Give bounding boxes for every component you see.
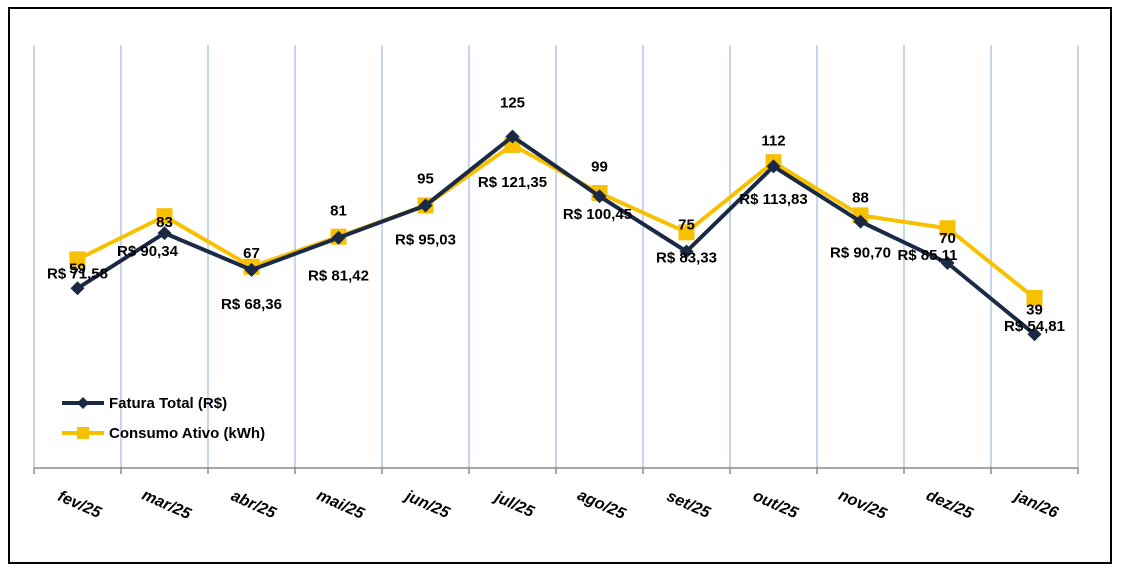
data-label-fatura: 81 xyxy=(330,203,347,220)
data-point-fatura xyxy=(679,244,694,259)
legend-marker-fatura xyxy=(77,397,89,409)
data-label-consumo: R$ 90,34 xyxy=(117,243,179,260)
data-point-fatura xyxy=(940,256,955,270)
data-point-consumo xyxy=(1026,289,1043,306)
data-label-consumo: R$ 85,11 xyxy=(897,247,957,264)
x-tick-label: abr/25 xyxy=(228,488,279,523)
legend: Fatura Total (R$) Consumo Ativo (kWh) xyxy=(62,395,265,442)
data-label-consumo: R$ 90,70 xyxy=(830,244,891,261)
x-tick-label: fev/25 xyxy=(55,488,104,522)
data-label-fatura: 75 xyxy=(678,217,695,234)
x-tick-label: ago/25 xyxy=(575,487,629,524)
data-point-fatura xyxy=(592,189,607,204)
x-tick-label: out/25 xyxy=(750,488,801,523)
series-line-fatura xyxy=(76,134,1036,336)
data-label-consumo: R$ 100,45 xyxy=(563,206,632,223)
x-tick-label: dez/25 xyxy=(924,487,977,523)
data-label-fatura: 70 xyxy=(939,230,956,247)
data-label-fatura: 95 xyxy=(417,171,434,188)
data-labels: R$ 71,58 R$ 90,34 R$ 68,36 R$ 81,42 R$ 95,03… xyxy=(47,95,1065,335)
legend-marker-consumo xyxy=(77,427,89,439)
data-point-fatura xyxy=(853,214,868,229)
data-point-fatura xyxy=(70,281,85,296)
x-tick-label: set/25 xyxy=(664,488,713,522)
data-point-fatura xyxy=(766,159,781,174)
data-point-fatura xyxy=(505,129,520,144)
data-point-fatura xyxy=(244,262,259,277)
data-label-consumo: R$ 95,03 xyxy=(395,231,456,248)
legend-label-consumo: Consumo Ativo (kWh) xyxy=(109,425,265,442)
data-label-fatura: 99 xyxy=(591,158,608,175)
gridlines xyxy=(33,45,1079,468)
data-label-consumo: R$ 71,58 xyxy=(47,265,108,282)
data-point-consumo xyxy=(69,251,86,268)
data-label-consumo: R$ 68,36 xyxy=(221,296,282,313)
x-tick-labels: fev/25 mar/25 abr/25 mai/25 jun/25 jul/25 ago/… xyxy=(55,487,1060,524)
data-label-fatura: 88 xyxy=(852,190,869,207)
data-label-fatura: 67 xyxy=(243,245,260,262)
data-point-fatura xyxy=(331,230,346,245)
x-tick-label: jul/25 xyxy=(490,488,537,521)
x-tick-label: mar/25 xyxy=(139,487,194,524)
x-tick-label: jun/25 xyxy=(401,487,453,523)
data-point-fatura xyxy=(1027,327,1042,342)
data-point-fatura xyxy=(157,226,172,241)
data-label-consumo: R$ 54,81 xyxy=(1004,318,1065,335)
data-label-fatura: 39 xyxy=(1026,301,1043,318)
data-label-fatura: 59 xyxy=(69,260,86,277)
chart-frame: R$ 71,58 R$ 90,34 R$ 68,36 R$ 81,42 R$ 95,03… xyxy=(8,7,1112,564)
data-label-fatura: 125 xyxy=(500,95,525,112)
data-label-consumo: R$ 113,83 xyxy=(739,191,807,208)
data-point-consumo xyxy=(939,220,956,237)
x-tick-label: nov/25 xyxy=(836,487,890,524)
series-lines xyxy=(69,129,1043,342)
data-label-fatura: 112 xyxy=(761,132,785,149)
data-point-consumo xyxy=(156,208,173,225)
data-label-fatura: 83 xyxy=(156,214,173,231)
x-axis xyxy=(33,467,1079,474)
data-label-consumo: R$ 81,42 xyxy=(308,268,369,285)
line-chart: R$ 71,58 R$ 90,34 R$ 68,36 R$ 81,42 R$ 95,03… xyxy=(33,45,1079,524)
data-label-consumo: R$ 83,33 xyxy=(656,249,717,266)
x-tick-label: mai/25 xyxy=(314,487,367,523)
data-label-consumo: R$ 121,35 xyxy=(478,174,547,191)
series-line-consumo xyxy=(76,142,1036,300)
x-tick-label: jan/26 xyxy=(1010,487,1060,522)
legend-label-fatura: Fatura Total (R$) xyxy=(109,395,227,412)
data-point-fatura xyxy=(418,198,433,213)
data-point-consumo xyxy=(678,224,695,241)
